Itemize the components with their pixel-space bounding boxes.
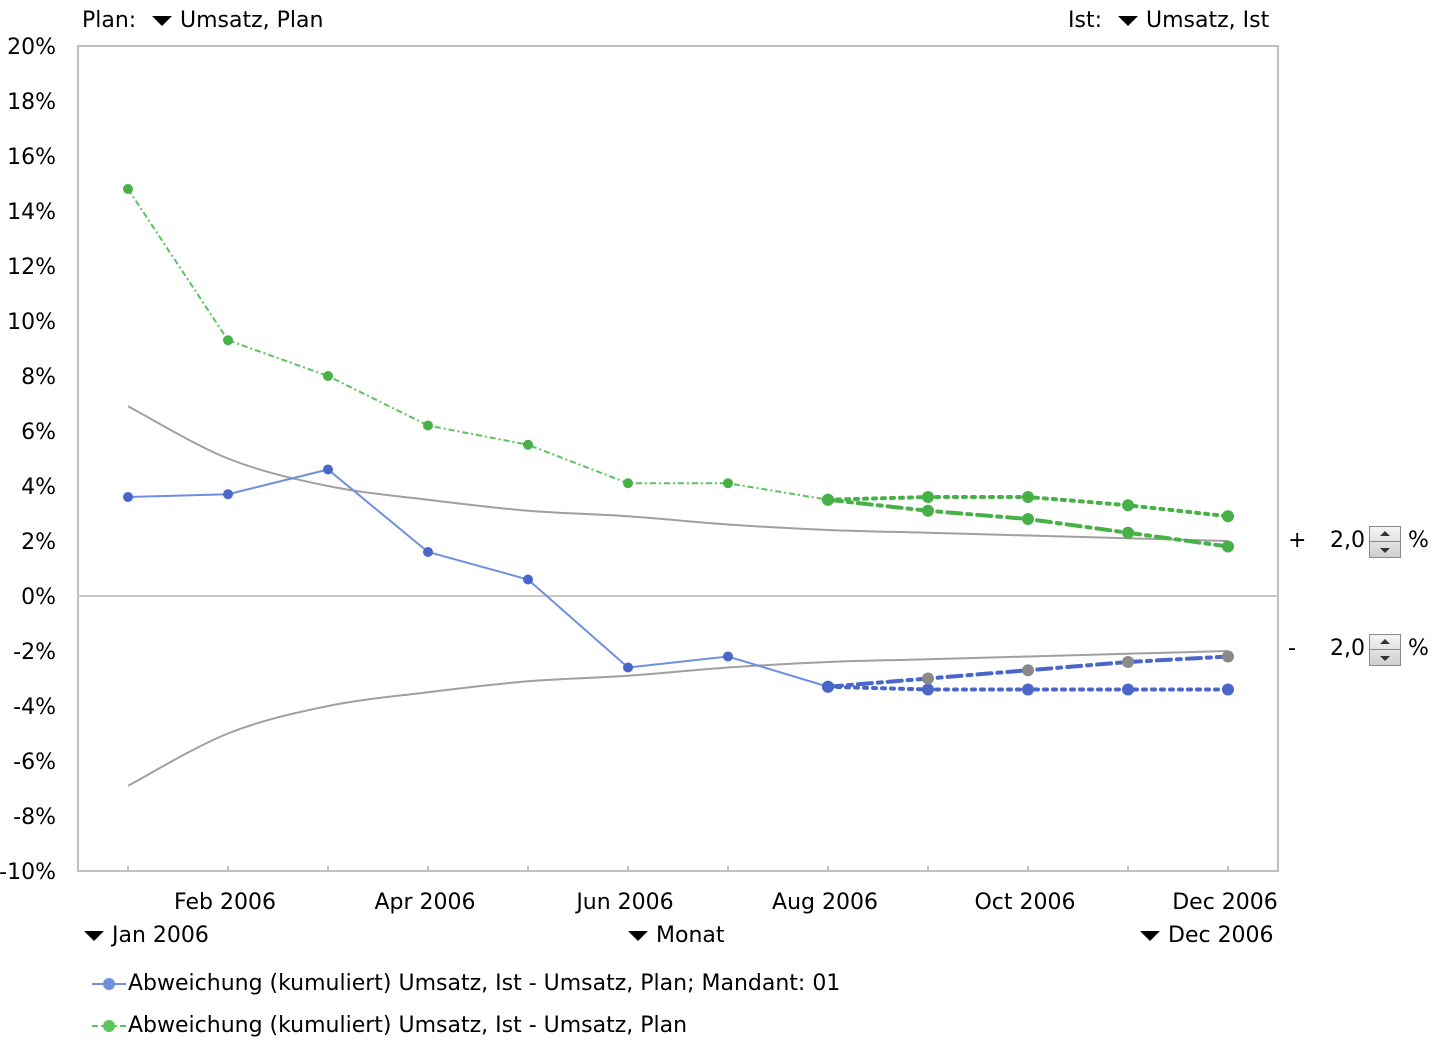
lower-tolerance-value[interactable]: 2,0: [1330, 636, 1365, 661]
granularity-value: Monat: [656, 923, 725, 948]
data-point-blue: [123, 492, 133, 502]
upper-tolerance-sign: +: [1288, 528, 1307, 553]
ist-label: Ist:: [1068, 8, 1102, 33]
legend-item-green[interactable]: Abweichung (kumuliert) Umsatz, Ist - Ums…: [92, 1013, 687, 1039]
forecast-point: [1122, 526, 1134, 539]
upper-tolerance-value[interactable]: 2,0: [1330, 528, 1365, 553]
upper-tolerance-spinner[interactable]: [1369, 526, 1401, 558]
forecast-point: [1122, 683, 1134, 696]
data-point-green: [123, 184, 133, 194]
x-tick-label: Feb 2006: [174, 890, 276, 915]
lower-tolerance-spinner[interactable]: [1369, 634, 1401, 666]
end-period-dropdown[interactable]: Dec 2006: [1140, 923, 1274, 949]
data-point-blue: [323, 464, 333, 475]
spinner-up-icon[interactable]: [1370, 635, 1400, 650]
y-tick-label: 6%: [21, 420, 56, 445]
y-tick-label: 0%: [21, 585, 56, 610]
plan-label: Plan:: [82, 8, 137, 33]
forecast-point: [1222, 650, 1234, 663]
y-tick-label: -10%: [0, 860, 56, 885]
chevron-down-icon: [1140, 931, 1160, 941]
data-point-blue: [223, 489, 233, 500]
y-tick-label: 10%: [7, 310, 56, 335]
start-period-value: Jan 2006: [112, 923, 209, 948]
y-tick-label: 18%: [7, 90, 56, 115]
data-point-green: [423, 420, 433, 431]
tolerance-band-upper: [127, 405, 1229, 542]
forecast-point: [1022, 664, 1034, 677]
forecast-point: [822, 680, 834, 693]
start-period-dropdown[interactable]: Jan 2006: [84, 923, 209, 949]
granularity-dropdown[interactable]: Monat: [628, 923, 725, 949]
y-tick-label: -8%: [13, 805, 56, 830]
x-tick-label: Dec 2006: [1172, 890, 1278, 915]
x-tick-label: Aug 2006: [772, 890, 878, 915]
y-tick-label: 20%: [7, 35, 56, 60]
data-point-green: [223, 335, 233, 346]
plan-measure-value: Umsatz, Plan: [180, 8, 324, 33]
spinner-down-icon[interactable]: [1370, 542, 1400, 557]
tolerance-band-lower: [127, 650, 1229, 787]
y-tick-label: 4%: [21, 475, 56, 500]
forecast-point: [922, 491, 934, 503]
forecast-point: [1022, 491, 1034, 503]
y-tick-label: 12%: [7, 255, 56, 280]
data-point-blue: [623, 662, 633, 673]
forecast-point: [1022, 683, 1034, 696]
forecast-point: [922, 672, 934, 685]
end-period-value: Dec 2006: [1168, 923, 1274, 948]
y-tick-label: 14%: [7, 200, 56, 225]
legend-swatch-green-icon: [92, 1020, 126, 1032]
plan-measure-dropdown[interactable]: Umsatz, Plan: [152, 8, 323, 34]
data-point-blue: [523, 574, 533, 585]
y-tick-label: -4%: [13, 695, 56, 720]
lower-tolerance-unit: %: [1408, 636, 1429, 661]
chevron-down-icon: [84, 931, 104, 941]
y-tick-label: -6%: [13, 750, 56, 775]
plot-frame: [77, 45, 1279, 872]
forecast-point: [1122, 499, 1134, 512]
legend-label: Abweichung (kumuliert) Umsatz, Ist - Ums…: [128, 1013, 688, 1038]
ist-measure-value: Umsatz, Ist: [1146, 8, 1270, 33]
data-point-green: [623, 478, 633, 489]
forecast-point: [822, 493, 834, 506]
forecast-point: [1022, 513, 1034, 525]
x-tick-label: Jun 2006: [574, 890, 673, 915]
y-tick-label: 8%: [21, 365, 56, 390]
legend-item-blue[interactable]: Abweichung (kumuliert) Umsatz, Ist - Ums…: [92, 971, 840, 997]
chevron-down-icon: [152, 16, 172, 26]
x-tick-label: Oct 2006: [974, 890, 1075, 915]
chevron-down-icon: [1118, 16, 1138, 26]
data-point-green: [523, 439, 533, 450]
x-tick-label: Apr 2006: [374, 890, 475, 915]
y-tick-label: 16%: [7, 145, 56, 170]
forecast-point: [1222, 540, 1234, 553]
legend-swatch-blue-icon: [92, 978, 126, 990]
data-point-green: [723, 478, 733, 489]
series-line-green: [127, 188, 829, 501]
upper-tolerance-unit: %: [1408, 528, 1429, 553]
forecast-point: [922, 504, 934, 517]
legend-label: Abweichung (kumuliert) Umsatz, Ist - Ums…: [128, 971, 841, 996]
y-tick-label: 2%: [21, 530, 56, 555]
chevron-down-icon: [628, 931, 648, 941]
forecast-point: [1222, 683, 1234, 696]
data-point-green: [323, 371, 333, 381]
series-line-blue: [127, 468, 829, 688]
forecast-point: [1122, 656, 1134, 668]
y-tick-label: -2%: [13, 640, 56, 665]
data-point-blue: [723, 651, 733, 662]
forecast-point: [1222, 510, 1234, 523]
spinner-down-icon[interactable]: [1370, 650, 1400, 665]
forecast-point: [922, 683, 934, 696]
data-point-blue: [423, 547, 433, 557]
spinner-up-icon[interactable]: [1370, 527, 1400, 542]
lower-tolerance-sign: -: [1288, 636, 1296, 661]
deviation-chart: 20% 18% 16% 14% 12% 10% 8% 6% 4% 2% 0% -2% -4% -6% -8%…: [0, 35, 1279, 915]
ist-measure-dropdown[interactable]: Umsatz, Ist: [1118, 8, 1269, 34]
